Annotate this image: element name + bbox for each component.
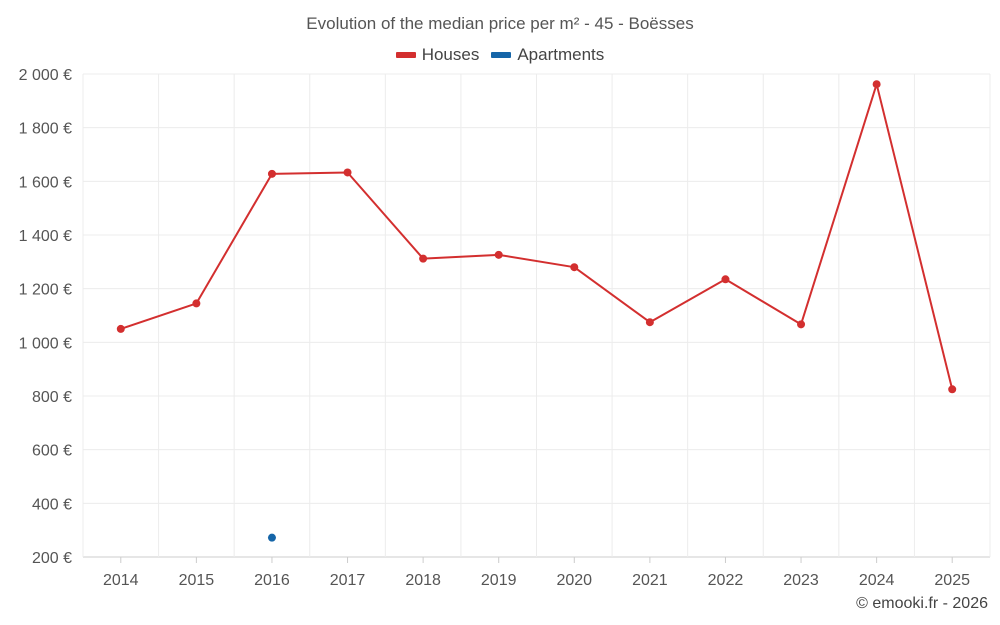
x-tick-label: 2021 [632,572,668,589]
y-tick-label: 1 200 € [19,282,72,299]
x-tick-label: 2019 [481,572,517,589]
y-tick-label: 600 € [32,443,72,460]
data-point-apartments[interactable] [267,533,276,542]
y-tick-label: 800 € [32,389,72,406]
houses-swatch [395,52,416,58]
data-point-houses[interactable] [948,385,957,394]
data-point-houses[interactable] [192,299,201,308]
data-point-houses[interactable] [645,318,654,327]
x-tick-label: 2020 [556,572,592,589]
x-tick-label: 2014 [103,572,139,589]
x-tick-label: 2015 [179,572,215,589]
data-point-houses[interactable] [570,263,579,272]
legend-label-apartments: Apartments [517,45,605,64]
data-point-houses[interactable] [343,168,352,177]
y-tick-label: 400 € [32,496,72,513]
y-tick-label: 200 € [32,550,72,567]
y-tick-label: 1 600 € [19,174,72,191]
y-tick-label: 2 000 € [19,67,72,84]
data-point-houses[interactable] [116,324,125,333]
data-point-houses[interactable] [797,320,806,329]
credit-text: © emooki.fr - 2026 [856,595,988,612]
x-tick-label: 2023 [783,572,819,589]
legend-label-houses: Houses [421,45,480,64]
y-tick-label: 1 000 € [19,335,72,352]
legend-item-houses[interactable]: Houses [395,45,480,65]
data-point-houses[interactable] [494,250,503,259]
x-tick-label: 2018 [405,572,441,589]
y-tick-label: 1 800 € [19,121,72,138]
x-tick-label: 2024 [859,572,895,589]
data-point-houses[interactable] [721,275,730,284]
y-tick-label: 1 400 € [19,228,72,245]
data-point-houses[interactable] [872,80,881,89]
apartments-swatch [491,52,512,58]
x-tick-label: 2016 [254,572,290,589]
x-tick-label: 2017 [330,572,366,589]
legend-item-apartments[interactable]: Apartments [491,45,604,65]
chart-title: Evolution of the median price per m² - 4… [306,14,694,33]
x-tick-label: 2025 [934,572,970,589]
data-point-houses[interactable] [267,169,276,178]
chart-legend: Houses Apartments [0,45,1000,65]
series-line-houses [120,83,954,390]
data-point-houses[interactable] [419,254,428,263]
x-tick-label: 2022 [708,572,744,589]
